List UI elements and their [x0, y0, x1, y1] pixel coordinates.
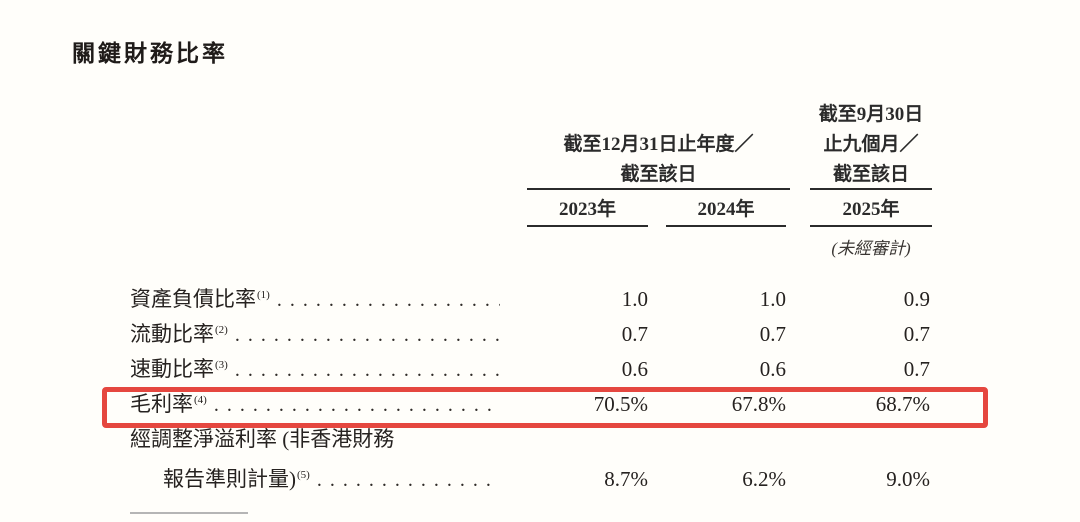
- ratio-value-2023: 0.7: [621, 322, 648, 346]
- ratio-value-2025: 9.0%: [886, 467, 930, 491]
- footnote-marker: (1): [257, 289, 270, 301]
- column-group-annual: 截至12月31日止年度／ 截至該日: [527, 130, 790, 190]
- table-row-gross-margin: 毛利率(4) .................................…: [130, 388, 930, 418]
- footnote-divider: [130, 512, 248, 514]
- row-label-cell: 流動比率(2) ................................…: [130, 318, 500, 348]
- year-header-2023: 2023年: [527, 197, 648, 227]
- ratio-value-2024: 0.7: [759, 322, 786, 346]
- table-row-current-ratio: 流動比率(2) ................................…: [130, 318, 930, 348]
- unaudited-note: (未經審計): [831, 239, 911, 258]
- ratio-value-2023: 8.7%: [604, 467, 648, 491]
- ratio-label: 速動比率(3): [130, 357, 228, 381]
- ratio-value-2024: 67.8%: [731, 392, 786, 416]
- ratio-label-line1: 經調整淨溢利率 (非香港財務: [130, 427, 395, 451]
- column-group-annual-line2: 截至該日: [620, 164, 697, 185]
- column-group-annual-line1: 截至12月31日止年度／: [563, 134, 754, 155]
- ratio-value-2024: 6.2%: [742, 467, 786, 491]
- ratio-value-2025: 0.9: [903, 287, 930, 311]
- ratio-value-2024: 0.6: [759, 357, 786, 381]
- row-label-cell: 資產負債比率(1) ..............................…: [130, 283, 500, 313]
- footnote-marker: (4): [194, 394, 207, 406]
- ratio-value-2025: 0.7: [903, 357, 930, 381]
- ratio-label-line2: 報告準則計量)(5): [163, 467, 310, 491]
- year-header-2024: 2024年: [666, 197, 786, 227]
- row-label-cell: 毛利率(4) .................................…: [130, 388, 500, 418]
- column-group-nine-months-line3: 截至該日: [832, 164, 909, 185]
- ratio-value-2025: 0.7: [903, 322, 930, 346]
- page-title: 關鍵財務比率: [72, 41, 228, 66]
- column-group-nine-months-line1: 截至9月30日: [818, 104, 924, 125]
- dot-leader: ........................................…: [213, 394, 500, 416]
- column-group-nine-months: 截至9月30日 止九個月／ 截至該日: [810, 100, 932, 190]
- row-label-cell: 速動比率(3) ................................…: [130, 353, 500, 383]
- table-row-quick-ratio: 速動比率(3) ................................…: [130, 353, 930, 383]
- dot-leader: ........................................…: [234, 359, 500, 381]
- ratio-value-2024: 1.0: [759, 287, 786, 311]
- ratio-value-2023: 1.0: [621, 287, 648, 311]
- footnote-marker: (2): [215, 324, 228, 336]
- dot-leader: ........................................…: [234, 324, 500, 346]
- ratio-value-2025: 68.7%: [875, 392, 930, 416]
- ratio-label: 資產負債比率(1): [130, 287, 270, 311]
- footnote-marker: (5): [297, 469, 310, 481]
- footnote-marker: (3): [215, 359, 228, 371]
- table-row-adjusted-net-margin-line2: 報告準則計量)(5) .............................…: [130, 463, 930, 493]
- ratio-label: 毛利率(4): [130, 392, 207, 416]
- table-row-adjusted-net-margin-line1: 經調整淨溢利率 (非香港財務: [130, 423, 930, 458]
- dot-leader: ........................................…: [316, 469, 500, 491]
- ratio-value-2023: 0.6: [621, 357, 648, 381]
- row-label-cell: 報告準則計量)(5) .............................…: [130, 463, 500, 493]
- column-group-nine-months-line2: 止九個月／: [823, 134, 919, 155]
- year-header-2025: 2025年: [810, 197, 932, 227]
- table-row-gearing-ratio: 資產負債比率(1) ..............................…: [130, 283, 930, 313]
- ratio-value-2023: 70.5%: [593, 392, 648, 416]
- ratio-label: 流動比率(2): [130, 322, 228, 346]
- dot-leader: ........................................…: [276, 289, 500, 311]
- ratios-table-body: 資產負債比率(1) ..............................…: [130, 283, 930, 498]
